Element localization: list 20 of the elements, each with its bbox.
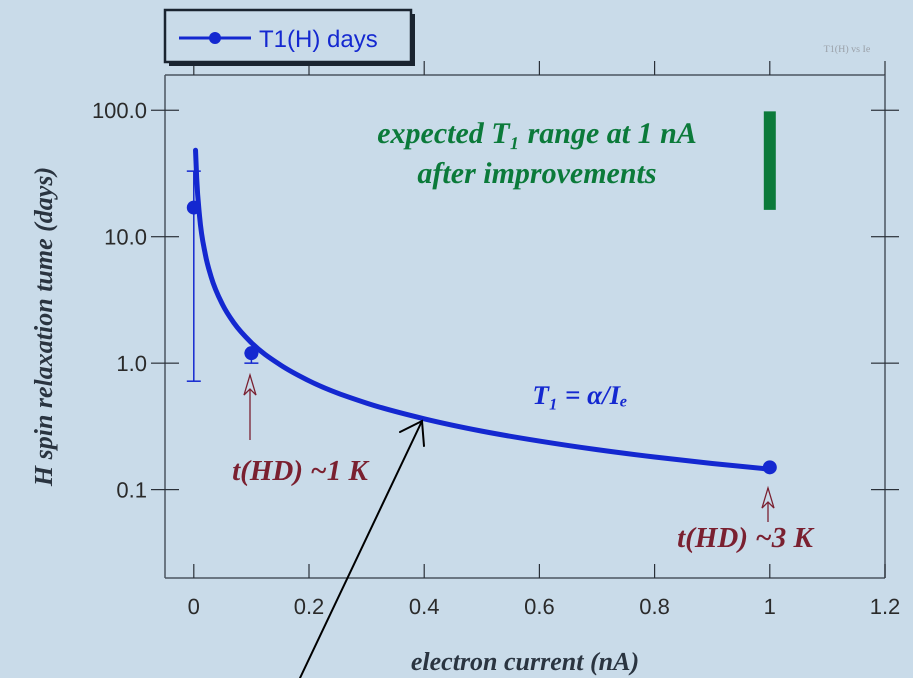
x-tick-label: 0.8 — [639, 594, 670, 619]
legend-label: T1(H) days — [259, 26, 378, 53]
x-tick-label: 0.4 — [408, 594, 440, 619]
x-tick-label: 0 — [188, 594, 200, 619]
x-tick-label: 0.2 — [294, 594, 324, 619]
annotation: T₁ = α/Iₑ — [532, 380, 628, 410]
x-axis-title: electron current (nA) — [410, 647, 640, 676]
y-tick-label: 1.0 — [116, 351, 147, 376]
x-tick-label: 1 — [764, 594, 776, 619]
point — [244, 346, 258, 360]
annotation: expected T₁ range at 1 nA after improvements — [377, 117, 697, 190]
text: T1(H) vs Ie — [824, 44, 871, 55]
y-tick-label: 0.1 — [116, 478, 147, 503]
x-tick-label: 1.2 — [870, 594, 900, 619]
y-tick-label: 100.0 — [92, 98, 147, 124]
x-tick-label: 0.6 — [524, 594, 555, 619]
annotation: t(HD) ~1 K — [232, 455, 370, 487]
annotation: t(HD) ~3 K — [677, 522, 815, 554]
y-axis-title: H spin relaxation tume (days) — [29, 166, 58, 488]
y-tick-label: 10.0 — [104, 224, 147, 250]
